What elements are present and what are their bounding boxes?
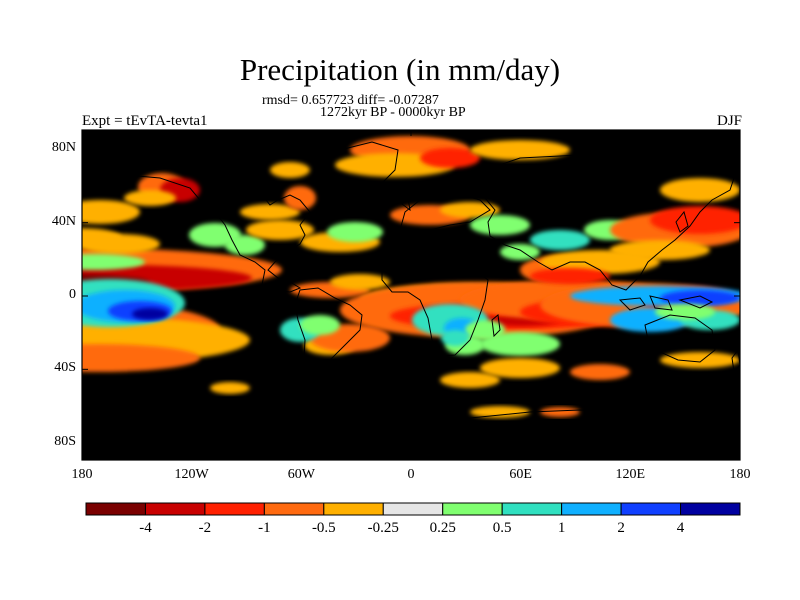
precip-anomaly: [540, 407, 580, 417]
colorbar-swatch: [501, 502, 563, 516]
precip-anomaly: [480, 358, 560, 378]
precip-anomaly: [225, 235, 265, 255]
coastline-path: [675, 210, 689, 233]
precip-anomaly: [82, 200, 140, 224]
coastline-path: [319, 404, 341, 417]
colorbar-label: 2: [617, 520, 625, 536]
colorbar-swatch: [680, 502, 741, 516]
lat-tick-label: 80N: [51, 140, 76, 156]
colorbar-swatch: [382, 502, 444, 516]
axis-ticks: [81, 130, 741, 460]
colorbar: [85, 502, 741, 516]
season-label: DJF: [716, 113, 742, 129]
precip-anomaly: [650, 206, 740, 234]
coastline-path: [95, 167, 311, 293]
precip-anomaly: [210, 382, 250, 394]
colorbar-label: 0.5: [492, 520, 512, 536]
precip-anomaly: [82, 234, 160, 254]
colorbar-swatch: [323, 502, 384, 516]
precip-anomaly: [480, 332, 560, 356]
colorbar-swatch: [144, 502, 206, 516]
experiment-label: Expt = tEvTA-tevta1: [82, 113, 208, 129]
lon-tick-label: 120E: [615, 467, 646, 482]
precip-anomaly: [470, 140, 570, 160]
stats-line: rmsd= 0.657723 diff= -0.07287: [262, 93, 439, 108]
coastline-path: [491, 314, 501, 338]
precip-anomaly: [420, 148, 480, 168]
colorbar-label: -2: [198, 520, 212, 536]
precip-anomaly: [330, 274, 390, 290]
precip-anomaly: [300, 315, 340, 335]
lon-tick-label: 60W: [287, 467, 315, 482]
lon-tick-label: 120W: [174, 467, 209, 482]
precip-anomaly: [284, 186, 316, 210]
coastlines: [82, 141, 740, 433]
precip-anomaly: [660, 352, 740, 368]
precip-anomaly: [124, 190, 176, 206]
lat-tick-label: 40S: [54, 360, 76, 376]
precip-anomaly: [132, 308, 168, 320]
coastline-path: [319, 141, 399, 193]
precip-anomaly: [240, 204, 300, 220]
lat-tick-label: 0: [69, 287, 76, 302]
precip-anomaly: [246, 220, 314, 240]
precip-anomaly: [440, 202, 500, 218]
coastline-path: [381, 239, 489, 357]
precip-anomaly: [470, 215, 530, 235]
coastline-path: [649, 295, 673, 311]
lon-tick-label: 0: [407, 467, 415, 482]
colorbar-swatch: [620, 502, 682, 516]
colorbar-label: -1: [258, 520, 271, 536]
lon-tick-label: 60E: [509, 467, 532, 482]
map-title: Precipitation (in mm/day): [239, 52, 561, 87]
coastline-path: [401, 196, 411, 212]
precip-anomaly: [500, 244, 540, 260]
colorbar-label: -0.25: [367, 520, 399, 536]
precip-anomaly: [530, 268, 610, 284]
colorbar-label: 0.25: [429, 520, 456, 536]
coastline-path: [469, 154, 736, 291]
precip-anomaly: [570, 364, 630, 380]
coastline-path: [82, 409, 740, 433]
colorbar-swatch: [442, 502, 503, 516]
coastline-path: [731, 348, 740, 374]
coastline-path: [678, 295, 714, 309]
lat-tick-label: 40N: [51, 213, 76, 229]
precip-anomaly: [440, 372, 500, 388]
coastline-path: [644, 314, 716, 363]
precip-anomaly: [270, 162, 310, 178]
precip-anomaly: [327, 222, 383, 242]
period-label: 1272kyr BP - 0000kyr BP: [320, 105, 466, 120]
precip-anomaly: [660, 290, 740, 306]
precip-anomaly: [82, 254, 145, 270]
colorbar-swatch: [561, 502, 622, 516]
colorbar-swatch: [263, 502, 325, 516]
lon-tick-label: 180: [729, 467, 751, 482]
colorbar-label: -4: [139, 520, 152, 536]
coastline-path: [618, 297, 646, 311]
precip-anomaly: [660, 178, 740, 202]
precip-anomaly: [470, 406, 530, 418]
precip-anomaly: [441, 330, 469, 346]
colorbar-swatch: [85, 502, 146, 516]
colorbar-swatch: [204, 502, 265, 516]
colorbar-label: 4: [676, 520, 685, 536]
colorbar-label: 1: [557, 520, 566, 536]
lon-tick-label: 180: [71, 467, 93, 482]
precip-anomaly: [82, 344, 200, 372]
coastline-path: [399, 191, 491, 236]
lat-tick-label: 80S: [54, 433, 76, 449]
colorbar-label: -0.5: [311, 520, 336, 536]
precip-anomaly: [610, 240, 710, 260]
coastline-path: [294, 287, 363, 393]
precip-anomaly: [530, 230, 590, 250]
